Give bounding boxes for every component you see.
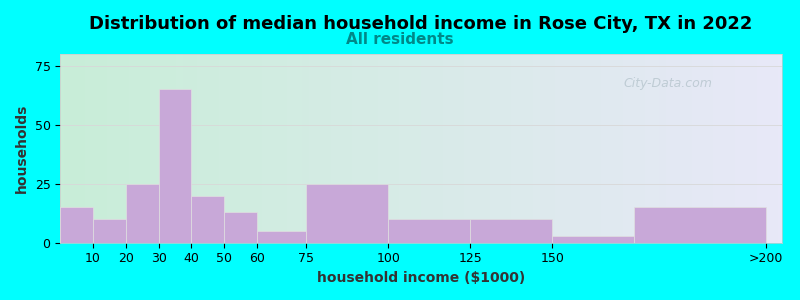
- X-axis label: household income ($1000): household income ($1000): [317, 271, 526, 285]
- Bar: [60, 207, 93, 243]
- Y-axis label: households: households: [15, 104, 29, 193]
- Bar: [257, 231, 306, 243]
- Bar: [191, 196, 224, 243]
- Bar: [634, 207, 766, 243]
- Bar: [158, 89, 191, 243]
- Bar: [552, 236, 634, 243]
- Title: Distribution of median household income in Rose City, TX in 2022: Distribution of median household income …: [90, 15, 753, 33]
- Bar: [126, 184, 158, 243]
- Bar: [470, 219, 552, 243]
- Bar: [93, 219, 126, 243]
- Bar: [306, 184, 388, 243]
- Text: All residents: All residents: [346, 32, 454, 46]
- Bar: [224, 212, 257, 243]
- Bar: [388, 219, 470, 243]
- Text: City-Data.com: City-Data.com: [623, 76, 712, 90]
